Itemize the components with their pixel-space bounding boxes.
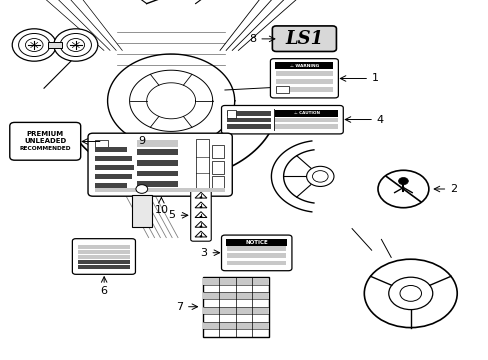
Bar [78, 245, 129, 249]
Circle shape [364, 259, 456, 328]
Bar [78, 265, 129, 269]
Bar [137, 149, 178, 155]
Bar [227, 261, 285, 265]
Text: 8: 8 [249, 34, 256, 44]
Text: 9: 9 [138, 136, 145, 147]
Text: UNLEADED: UNLEADED [24, 138, 66, 144]
Text: 1: 1 [371, 73, 378, 84]
Bar [211, 145, 224, 158]
Circle shape [377, 170, 428, 208]
FancyBboxPatch shape [221, 235, 291, 271]
Text: 4: 4 [376, 114, 383, 125]
Bar [78, 255, 129, 259]
Bar [275, 118, 337, 122]
Bar [227, 253, 285, 258]
Text: 5: 5 [168, 210, 175, 220]
Circle shape [19, 33, 50, 57]
Circle shape [306, 166, 333, 186]
Bar [48, 42, 62, 48]
Text: 6: 6 [101, 285, 107, 296]
Text: ⚠ WARNING: ⚠ WARNING [289, 64, 318, 68]
Bar [276, 71, 332, 76]
Bar [275, 62, 333, 69]
Bar [95, 165, 134, 170]
Bar [137, 160, 178, 166]
Bar [276, 87, 332, 92]
Bar [95, 174, 132, 179]
Bar [203, 278, 268, 285]
Circle shape [199, 225, 202, 228]
Circle shape [312, 171, 327, 182]
Circle shape [25, 39, 43, 51]
Bar [276, 86, 288, 93]
Bar [275, 124, 337, 129]
Text: 10: 10 [154, 205, 168, 215]
Circle shape [60, 33, 91, 57]
Bar [211, 161, 224, 174]
Bar [226, 239, 286, 246]
Bar [227, 246, 285, 251]
Bar [203, 292, 268, 300]
Bar [137, 140, 178, 147]
Circle shape [136, 185, 147, 193]
FancyBboxPatch shape [88, 133, 232, 196]
Bar [132, 195, 151, 227]
FancyBboxPatch shape [190, 189, 211, 241]
Bar [275, 110, 337, 117]
Text: 7: 7 [176, 302, 183, 312]
Bar [203, 307, 268, 314]
Bar [276, 79, 332, 84]
FancyBboxPatch shape [221, 105, 343, 134]
Circle shape [388, 277, 432, 310]
Bar [203, 322, 268, 329]
Circle shape [399, 285, 421, 301]
Bar [195, 139, 209, 191]
Circle shape [199, 206, 202, 208]
Text: 2: 2 [449, 184, 456, 194]
Text: RECOMMENDED: RECOMMENDED [20, 147, 71, 152]
Circle shape [54, 29, 98, 61]
Circle shape [199, 235, 202, 237]
Bar [211, 176, 224, 189]
Bar [227, 124, 271, 129]
Text: NOTICE: NOTICE [245, 240, 267, 245]
Bar [203, 277, 268, 337]
Bar [95, 147, 127, 152]
Circle shape [12, 29, 56, 61]
Bar [95, 140, 107, 151]
Text: LS1: LS1 [285, 30, 323, 48]
Bar [95, 183, 127, 188]
Text: PREMIUM: PREMIUM [27, 131, 63, 137]
FancyBboxPatch shape [272, 26, 336, 51]
Bar [78, 250, 129, 254]
FancyBboxPatch shape [270, 59, 338, 98]
Circle shape [67, 39, 84, 51]
Bar [137, 171, 178, 176]
FancyBboxPatch shape [10, 122, 81, 160]
FancyBboxPatch shape [72, 239, 135, 274]
Bar [227, 118, 271, 122]
Bar [95, 156, 132, 161]
Bar [137, 181, 178, 187]
Bar [227, 111, 271, 116]
Bar [227, 110, 236, 118]
Circle shape [199, 196, 202, 198]
Text: 3: 3 [200, 248, 207, 258]
Bar [95, 188, 224, 192]
Text: ⚠ CAUTION: ⚠ CAUTION [293, 111, 319, 116]
Circle shape [398, 177, 407, 185]
Bar [78, 260, 129, 264]
Circle shape [199, 216, 202, 218]
